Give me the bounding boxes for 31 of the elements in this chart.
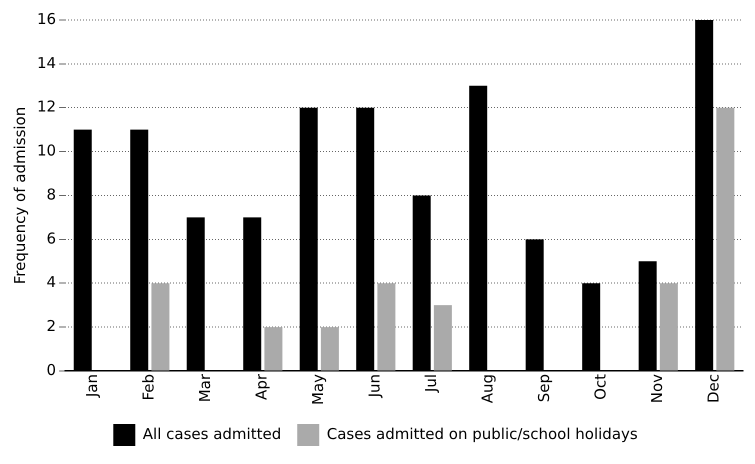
x-tick-label: Jan xyxy=(83,374,102,398)
x-tick-label: Aug xyxy=(478,374,497,404)
y-tick-label: 0 xyxy=(46,360,56,379)
y-tick-label: 16 xyxy=(36,10,56,28)
y-tick-label: 12 xyxy=(36,98,56,116)
y-tick-label: 4 xyxy=(46,273,56,292)
y-tick-label: 2 xyxy=(46,317,56,336)
x-tick-label: Jun xyxy=(366,374,384,398)
y-tick-label: 8 xyxy=(46,185,56,204)
bar xyxy=(264,327,282,370)
y-tick-label: 10 xyxy=(36,142,56,160)
x-tick-label: Apr xyxy=(252,373,271,400)
y-tick-label: 14 xyxy=(36,54,56,72)
x-tick-label: Feb xyxy=(140,374,158,401)
bar xyxy=(660,283,678,370)
legend-label: All cases admitted xyxy=(142,424,282,443)
bar xyxy=(434,305,452,370)
x-tick-label: Jul xyxy=(422,374,440,394)
bar xyxy=(377,283,396,370)
y-axis-title: Frequency of admission xyxy=(10,106,29,284)
y-tick-label: 6 xyxy=(46,229,56,248)
x-tick-label: Mar xyxy=(196,373,214,402)
bar xyxy=(320,327,339,370)
x-tick-label: Dec xyxy=(704,374,723,404)
x-tick-label: Sep xyxy=(535,374,554,402)
x-tick-label: May xyxy=(309,374,328,406)
bar xyxy=(716,108,734,370)
x-tick-label: Oct xyxy=(592,374,610,400)
x-tick-label: Nov xyxy=(648,374,666,404)
bar xyxy=(151,283,170,370)
legend-label: Cases admitted on public/school holidays xyxy=(326,424,638,443)
